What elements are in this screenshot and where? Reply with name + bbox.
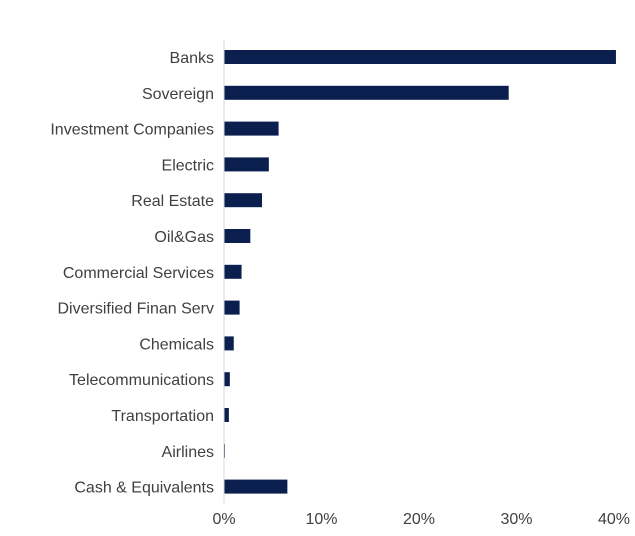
category-labels: Banks Sovereign Investment Companies Electr… bbox=[50, 50, 214, 497]
category-label-oil-and-gas: Oil&Gas bbox=[154, 229, 214, 246]
category-label-airlines: Airlines bbox=[162, 444, 214, 461]
x-tick-label: 40% bbox=[598, 511, 630, 528]
category-label-diversified-finan-serv: Diversified Finan Serv bbox=[58, 301, 215, 318]
category-label-banks: Banks bbox=[170, 50, 214, 67]
bar-sovereign bbox=[224, 85, 509, 100]
category-label-cash-and-equivalents: Cash & Equivalents bbox=[74, 480, 214, 497]
category-label-chemicals: Chemicals bbox=[139, 336, 214, 353]
x-tick-label: 30% bbox=[500, 511, 532, 528]
bar-commercial-services bbox=[224, 264, 242, 279]
category-label-electric: Electric bbox=[162, 157, 214, 174]
category-label-sovereign: Sovereign bbox=[142, 86, 214, 103]
category-label-transportation: Transportation bbox=[111, 408, 214, 425]
category-label-commercial-services: Commercial Services bbox=[63, 265, 214, 282]
bar-banks bbox=[224, 50, 616, 64]
bar-diversified-finan-serv bbox=[224, 300, 240, 315]
bar-real-estate bbox=[224, 193, 263, 208]
bar-telecommunications bbox=[224, 372, 230, 387]
category-label-telecommunications: Telecommunications bbox=[69, 372, 214, 389]
x-tick-label: 20% bbox=[403, 511, 435, 528]
bar-cash-and-equivalents bbox=[224, 479, 288, 494]
x-tick-label: 10% bbox=[305, 511, 337, 528]
bar-investment-companies bbox=[224, 121, 279, 136]
bar-electric bbox=[224, 157, 269, 172]
x-axis-tick-labels: 0% 10% 20% 30% 40% bbox=[212, 511, 630, 528]
category-label-real-estate: Real Estate bbox=[131, 193, 214, 210]
bars-group bbox=[224, 50, 616, 494]
x-tick-label: 0% bbox=[212, 511, 235, 528]
category-label-investment-companies: Investment Companies bbox=[50, 122, 214, 139]
bar-transportation bbox=[224, 408, 229, 422]
bar-chemicals bbox=[224, 336, 234, 351]
bar-oil-and-gas bbox=[224, 229, 251, 243]
